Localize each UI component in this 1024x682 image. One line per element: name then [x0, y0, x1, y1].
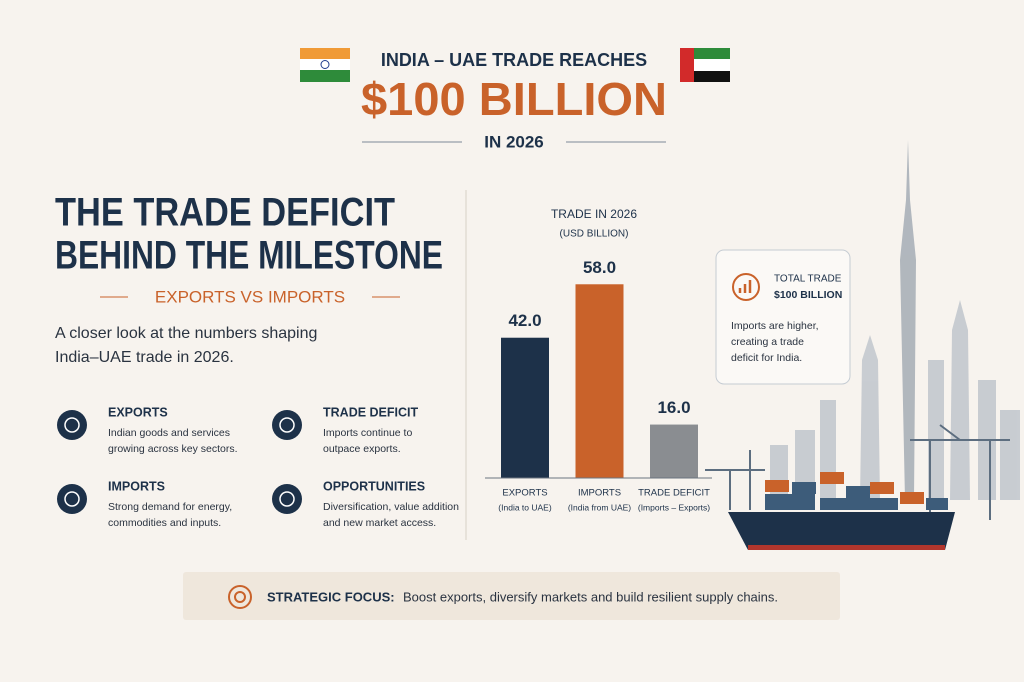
callout-text: creating a trade [731, 336, 804, 348]
item-title: IMPORTS [108, 479, 165, 493]
chart-subtitle: (USD BILLION) [560, 229, 629, 240]
bar [650, 424, 698, 478]
item-icon [279, 491, 295, 507]
category-note: (Imports – Exports) [638, 502, 710, 512]
category-label: TRADE DEFICIT [638, 488, 710, 499]
category-label: EXPORTS [502, 488, 547, 499]
flag-india [300, 48, 350, 82]
value-label: 16.0 [657, 398, 690, 417]
item-icon [57, 410, 87, 440]
item-text: and new market access. [323, 517, 436, 529]
item-icon [279, 417, 295, 433]
callout-text: Imports are higher, [731, 320, 819, 332]
item-text: outpace exports. [323, 443, 401, 455]
chart-title: TRADE IN 2026 [551, 207, 637, 221]
intro-title: THE TRADE DEFICIT [55, 191, 395, 235]
intro-text: India–UAE trade in 2026. [55, 349, 234, 366]
callout-value: $100 BILLION [774, 289, 842, 301]
category-label: IMPORTS [578, 488, 621, 499]
footer-bar [183, 572, 840, 620]
item-text: Imports continue to [323, 427, 412, 439]
flag-uae [680, 48, 730, 82]
category-note: (India from UAE) [568, 502, 631, 512]
footer-label: STRATEGIC FOCUS: [267, 589, 395, 604]
item-title: TRADE DEFICIT [323, 405, 419, 419]
item-text: Strong demand for energy, [108, 501, 232, 513]
item-text: Indian goods and services [108, 427, 230, 439]
bar [501, 337, 549, 478]
item-text: commodities and inputs. [108, 517, 221, 529]
item-icon [64, 417, 80, 433]
item-icon [57, 484, 87, 514]
cranes [705, 424, 1010, 520]
bar-chart: TRADE IN 2026 (USD BILLION) 42.0 EXPORTS (In… [485, 207, 712, 512]
header-kicker: INDIA – UAE TRADE REACHES [381, 50, 647, 70]
item-text: Diversification, value addition [323, 501, 459, 513]
item-text: growing across key sectors. [108, 443, 238, 455]
callout-icon [732, 273, 760, 301]
footer-icon [228, 585, 252, 609]
item-title: EXPORTS [108, 405, 168, 419]
callout-icon [738, 280, 752, 293]
item-icon [272, 484, 302, 514]
footer-icon [234, 591, 246, 603]
value-label: 58.0 [583, 258, 616, 277]
header-headline: $100 BILLION [361, 73, 667, 125]
header-subline: IN 2026 [484, 132, 544, 151]
ship [728, 472, 955, 550]
callout-label: TOTAL TRADE [774, 274, 842, 285]
item-title: OPPORTUNITIES [323, 479, 425, 493]
bar [575, 284, 624, 478]
intro-title: BEHIND THE MILESTONE [55, 234, 443, 278]
callout-box [715, 249, 851, 385]
value-label: 42.0 [508, 311, 541, 330]
item-icon [64, 491, 80, 507]
feature-list: EXPORTS Indian goods and services growing … [57, 405, 459, 529]
footer-text: Boost exports, diversify markets and bui… [403, 589, 778, 604]
intro-tagline: EXPORTS VS IMPORTS [155, 287, 345, 306]
item-icon [272, 410, 302, 440]
callout-text: deficit for India. [731, 352, 802, 364]
intro-text: A closer look at the numbers shaping [55, 325, 317, 342]
category-note: (India to UAE) [498, 502, 552, 512]
